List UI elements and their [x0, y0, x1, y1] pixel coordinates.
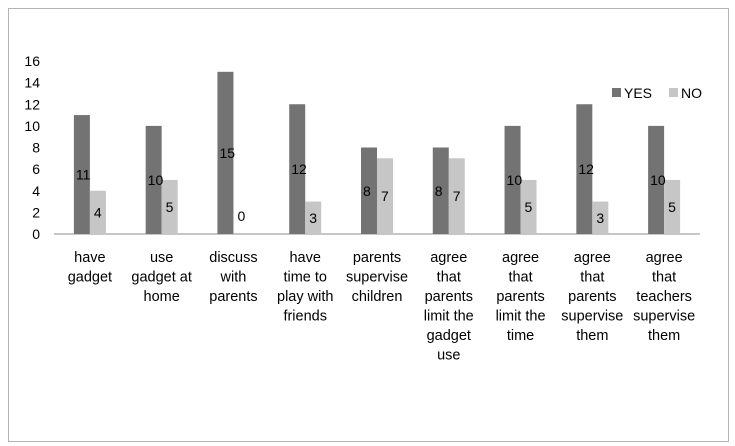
bar-no — [89, 190, 106, 234]
y-tick-label: 14 — [24, 75, 40, 91]
category-label: discuss with parents — [209, 250, 257, 305]
data-label: 0 — [237, 208, 245, 224]
bar-yes — [648, 125, 665, 234]
data-label: 11 — [76, 167, 91, 183]
data-label: 10 — [148, 172, 164, 188]
y-tick-label: 8 — [32, 140, 40, 156]
data-label: 8 — [435, 183, 443, 199]
bar-yes — [361, 147, 377, 234]
bar-yes — [217, 71, 234, 234]
bar-no — [592, 201, 609, 234]
category-label: agree that parents supervise them — [561, 250, 623, 344]
data-label: 10 — [650, 172, 666, 188]
bar-yes — [73, 115, 90, 234]
category-label: agree that parents limit the gadget use — [424, 250, 474, 364]
category-label: have time to play with friends — [277, 250, 333, 325]
data-label: 5 — [525, 199, 533, 215]
category-label: agree that teachers supervise them — [633, 250, 695, 344]
bar-no — [664, 179, 681, 234]
data-label: 7 — [453, 188, 461, 204]
data-label: 15 — [219, 145, 235, 161]
y-tick-label: 2 — [32, 204, 40, 220]
category-label: parents supervise children — [346, 250, 408, 305]
bars — [73, 71, 681, 234]
bar-yes — [504, 125, 521, 234]
legend-label-no: NO — [681, 85, 702, 101]
y-tick-label: 16 — [24, 53, 40, 69]
bar-no — [520, 179, 537, 234]
y-tick-label: 0 — [32, 226, 40, 242]
bar-yes — [576, 104, 593, 234]
bar-no — [161, 179, 178, 234]
data-label: 8 — [363, 183, 371, 199]
bar-no — [377, 158, 393, 234]
bar-no — [305, 201, 322, 234]
data-label: 5 — [166, 199, 174, 215]
data-label: 3 — [309, 210, 317, 226]
category-labels: have gadget use gadget at home discuss with par… — [68, 250, 695, 364]
y-tick-label: 4 — [32, 183, 40, 199]
bar-yes — [289, 104, 306, 234]
data-label: 12 — [291, 161, 307, 177]
y-tick-label: 6 — [32, 161, 40, 177]
data-label: 12 — [578, 161, 594, 177]
data-label: 4 — [94, 204, 102, 220]
legend-label-yes: YES — [624, 85, 652, 101]
data-label: 5 — [668, 199, 676, 215]
category-label: agree that parents limit the time — [496, 250, 546, 344]
category-label: have gadget — [68, 250, 112, 286]
legend-swatch-no — [669, 88, 678, 97]
data-label: 7 — [381, 188, 389, 204]
legend-swatch-yes — [612, 88, 621, 97]
data-label: 3 — [596, 210, 604, 226]
y-tick-label: 12 — [24, 96, 40, 112]
category-label: use gadget at home — [131, 250, 191, 305]
legend: YES NO — [612, 85, 702, 101]
data-label: 10 — [507, 172, 523, 188]
y-tick-label: 10 — [24, 118, 40, 134]
bar-yes — [432, 147, 449, 234]
bar-yes — [145, 125, 162, 234]
bar-no — [448, 158, 465, 234]
